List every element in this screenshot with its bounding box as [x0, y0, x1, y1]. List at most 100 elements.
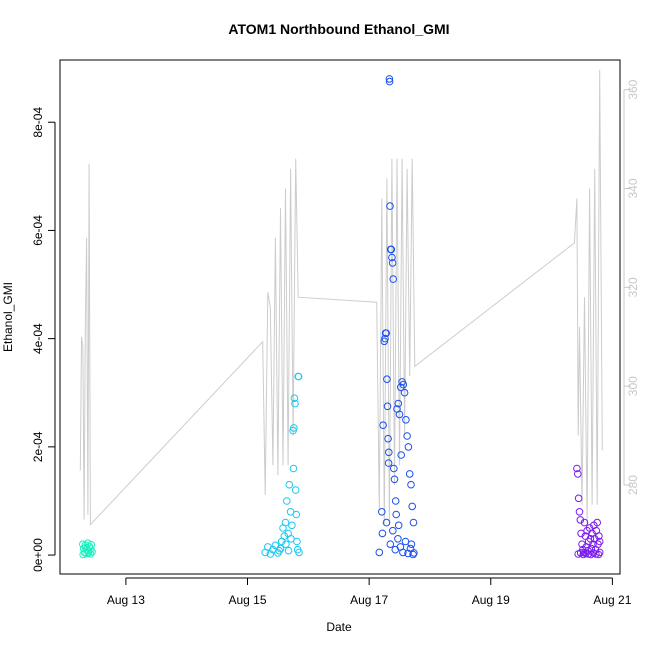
- y2-tick-label: 360: [626, 79, 640, 99]
- y-tick-label: 2e-04: [31, 431, 45, 462]
- data-point: [595, 532, 603, 540]
- data-point: [402, 416, 410, 424]
- data-point: [378, 529, 387, 538]
- data-point: [397, 451, 406, 459]
- y2-tick-label: 300: [626, 376, 640, 396]
- data-point: [573, 464, 581, 473]
- data-point: [404, 549, 412, 558]
- data-point: [287, 535, 295, 543]
- data-point: [285, 480, 294, 489]
- data-point: [400, 388, 409, 397]
- data-point: [391, 497, 400, 505]
- y2-tick-label: 340: [626, 178, 640, 198]
- data-point: [574, 470, 582, 478]
- data-point: [392, 510, 401, 519]
- data-point: [385, 77, 394, 86]
- data-point: [383, 375, 391, 384]
- data-point: [575, 508, 584, 516]
- data-point: [388, 259, 397, 267]
- data-point: [386, 540, 395, 549]
- data-point: [379, 421, 387, 430]
- data-point: [405, 470, 414, 478]
- x-axis-label: Date: [326, 620, 352, 634]
- data-point: [386, 202, 394, 210]
- data-point: [584, 550, 593, 558]
- data-point: [395, 410, 404, 419]
- data-point: [390, 464, 398, 473]
- x-tick-label: Aug 17: [350, 593, 388, 607]
- data-point: [407, 540, 416, 549]
- data-point: [595, 537, 604, 546]
- data-point: [87, 545, 95, 553]
- x-tick-label: Aug 21: [593, 593, 631, 607]
- data-point: [284, 546, 293, 555]
- data-point: [404, 443, 413, 451]
- data-point: [387, 245, 396, 254]
- y-tick-label: 8e-04: [31, 107, 45, 138]
- y-tick-label: 4e-04: [31, 323, 45, 354]
- data-point: [382, 329, 391, 338]
- data-point: [394, 521, 403, 530]
- y-tick-label: 0e+00: [31, 538, 45, 572]
- y2-tick-label: 320: [626, 277, 640, 297]
- x-axis: Aug 13 Aug 15 Aug 17 Aug 19 Aug 21: [107, 577, 632, 607]
- x-tick-label: Aug 15: [228, 593, 266, 607]
- data-point: [378, 508, 386, 516]
- data-point: [384, 434, 392, 443]
- data-point: [399, 548, 407, 557]
- data-point: [594, 550, 603, 559]
- data-point: [389, 526, 397, 535]
- data-point: [289, 464, 298, 473]
- data-point: [84, 549, 93, 557]
- data-point: [276, 544, 285, 553]
- data-point: [385, 75, 394, 83]
- data-point: [394, 535, 402, 543]
- x-tick-label: Aug 13: [107, 593, 145, 607]
- data-point: [403, 432, 411, 440]
- data-point: [576, 516, 585, 524]
- data-point: [266, 550, 275, 558]
- data-point: [294, 372, 303, 381]
- y-tick-label: 6e-04: [31, 215, 45, 246]
- data-point: [290, 394, 299, 403]
- data-point: [385, 448, 393, 457]
- data-point: [375, 548, 384, 557]
- data-point: [580, 518, 589, 527]
- data-point: [384, 459, 393, 467]
- data-point: [291, 486, 300, 494]
- data-point: [291, 399, 299, 408]
- data-point: [275, 546, 284, 555]
- data-point: [292, 510, 301, 519]
- data-point: [593, 518, 602, 527]
- data-point: [277, 537, 286, 546]
- data-point: [394, 399, 403, 408]
- data-point: [578, 540, 586, 549]
- data-point: [282, 540, 290, 549]
- data-point: [381, 334, 389, 343]
- data-point: [281, 518, 290, 527]
- data-point: [408, 502, 417, 511]
- data-point: [84, 539, 92, 548]
- points-layer: [79, 75, 604, 559]
- data-point: [399, 380, 408, 389]
- data-point: [283, 497, 291, 505]
- data-point: [397, 383, 405, 392]
- data-point: [574, 494, 583, 503]
- data-point: [592, 550, 600, 558]
- secondary-series-line: [79, 69, 603, 526]
- data-point: [390, 475, 399, 484]
- secondary-y-axis: 280 300 320 340 360: [623, 79, 640, 495]
- chart-title: ATOM1 Northbound Ethanol_GMI: [228, 21, 449, 37]
- data-point: [388, 253, 396, 262]
- data-point: [382, 518, 391, 527]
- data-point: [389, 275, 398, 283]
- data-point: [288, 521, 296, 530]
- data-point: [409, 518, 418, 527]
- y-axis: 0e+00 2e-04 4e-04 6e-04 8e-04: [31, 107, 56, 572]
- data-point: [295, 548, 303, 557]
- y-axis-label: Ethanol_GMI: [1, 282, 15, 352]
- y2-tick-label: 280: [626, 475, 640, 495]
- secondary-line-layer: [79, 69, 603, 526]
